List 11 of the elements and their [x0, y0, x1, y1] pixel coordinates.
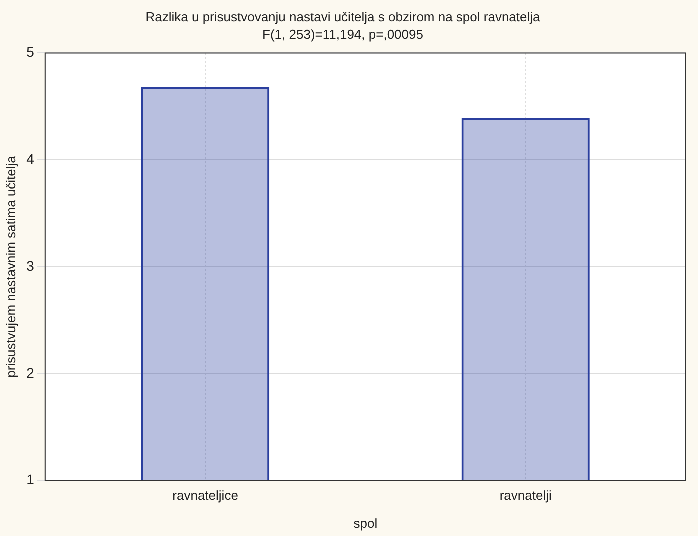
chart-subtitle: F(1, 253)=11,194, p=,00095	[262, 26, 424, 42]
y-axis-title: prisustvujem nastavnim satima učitelja	[3, 155, 18, 378]
chart-title: Razlika u prisustvovanju nastavi učitelja s obzirom na spol ravnatelja	[146, 9, 542, 24]
y-tick-label: 2	[26, 364, 35, 381]
y-tick-label: 3	[26, 258, 35, 274]
x-tick-label: ravnateljice	[172, 488, 238, 504]
y-tick-label: 4	[26, 150, 35, 167]
y-tick-label: 1	[26, 472, 35, 488]
y-tick-label: 5	[26, 44, 35, 60]
x-tick-label: ravnatelji	[500, 488, 552, 504]
x-axis-title: spol	[354, 516, 378, 531]
